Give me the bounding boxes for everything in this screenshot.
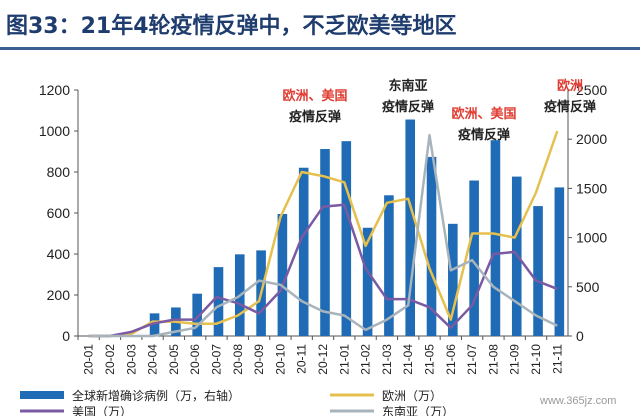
bar [192, 293, 202, 336]
x-tick-label: 21-02 [359, 344, 373, 375]
x-tick-label: 21-09 [508, 344, 522, 375]
x-tick-label: 20-12 [316, 344, 330, 375]
x-tick-label: 20-11 [295, 344, 309, 374]
bar [341, 141, 352, 336]
watermark: www.365jz.com [540, 395, 617, 407]
left-tick-label: 1000 [39, 123, 70, 139]
line-series [88, 130, 559, 338]
x-tick-label: 20-08 [231, 344, 245, 375]
x-tick-label: 21-08 [486, 344, 500, 375]
bar [426, 156, 437, 336]
bar [384, 195, 394, 336]
bar-series [149, 119, 565, 337]
annotation-text: 欧洲、美国 [451, 106, 516, 122]
x-tick-label: 21-10 [529, 344, 543, 375]
bar [277, 213, 288, 336]
x-tick-label: 21-03 [380, 344, 394, 375]
bar [320, 149, 330, 336]
x-tick-label: 20-07 [209, 344, 223, 375]
left-tick-label: 1200 [39, 82, 70, 98]
legend-label: 全球新增确诊病例（万，右轴） [72, 388, 240, 403]
x-tick-label: 20-10 [273, 344, 287, 375]
left-tick-label: 600 [47, 205, 71, 221]
x-tick-label: 20-01 [82, 344, 96, 375]
x-tick-label: 20-04 [146, 344, 160, 375]
x-tick-label: 21-01 [337, 344, 351, 375]
legend-label: 东南亚（万） [382, 404, 454, 416]
chart-axes: 0 200 400 600 800 1000 1200 0 500 1000 1500 2000 250… [39, 82, 608, 375]
annotation-text: 欧洲、美国 [282, 88, 347, 104]
x-tick-label: 20-02 [103, 344, 117, 375]
right-tick-label: 2000 [576, 131, 607, 147]
annotation-text: 疫情反弹 [544, 99, 596, 115]
right-tick-label: 1500 [576, 180, 607, 196]
x-tick-label: 21-06 [444, 344, 458, 375]
left-tick-label: 400 [47, 246, 71, 262]
legend-label: 欧洲（万） [382, 389, 442, 403]
bar [149, 313, 160, 336]
x-tick-label: 21-04 [401, 344, 415, 375]
bar [298, 167, 309, 336]
bar [362, 227, 373, 336]
annotation-text: 疫情反弹 [289, 109, 341, 125]
title-underline [0, 47, 640, 50]
right-tick-label: 500 [576, 279, 600, 295]
left-tick-label: 200 [47, 287, 71, 303]
page-title: 图33：21年4轮疫情反弹中，不乏欧美等地区 [6, 14, 457, 39]
left-tick-label: 800 [47, 164, 71, 180]
bar [490, 140, 501, 336]
annotation-text: 欧洲 [557, 78, 583, 94]
bar [448, 223, 458, 336]
x-tick-label: 20-05 [167, 344, 181, 375]
right-tick-label: 0 [576, 328, 584, 344]
bar [405, 119, 416, 337]
x-tick-label: 20-09 [252, 344, 266, 375]
bar [213, 267, 224, 336]
bar [554, 187, 565, 336]
left-tick-label: 0 [62, 328, 70, 344]
series-line [88, 203, 558, 338]
legend: 全球新增确诊病例（万，右轴） 欧洲（万） 美国（万） 东南亚（万） [20, 388, 454, 416]
right-tick-label: 1000 [576, 230, 607, 246]
x-tick-label: 21-11 [550, 344, 564, 374]
bar [469, 180, 479, 336]
series-line [88, 133, 558, 338]
annotation-text: 东南亚 [388, 78, 427, 94]
legend-label: 美国（万） [72, 405, 132, 416]
x-tick-label: 20-03 [124, 344, 138, 375]
legend-swatch [20, 391, 64, 399]
annotation-text: 疫情反弹 [382, 99, 434, 115]
x-tick-label: 20-06 [188, 344, 202, 375]
bar [533, 206, 543, 336]
x-tick-label: 21-05 [423, 344, 437, 375]
right-tick-label: 2500 [576, 82, 607, 98]
x-tick-label: 21-07 [465, 344, 479, 375]
annotation-text: 疫情反弹 [458, 127, 510, 143]
